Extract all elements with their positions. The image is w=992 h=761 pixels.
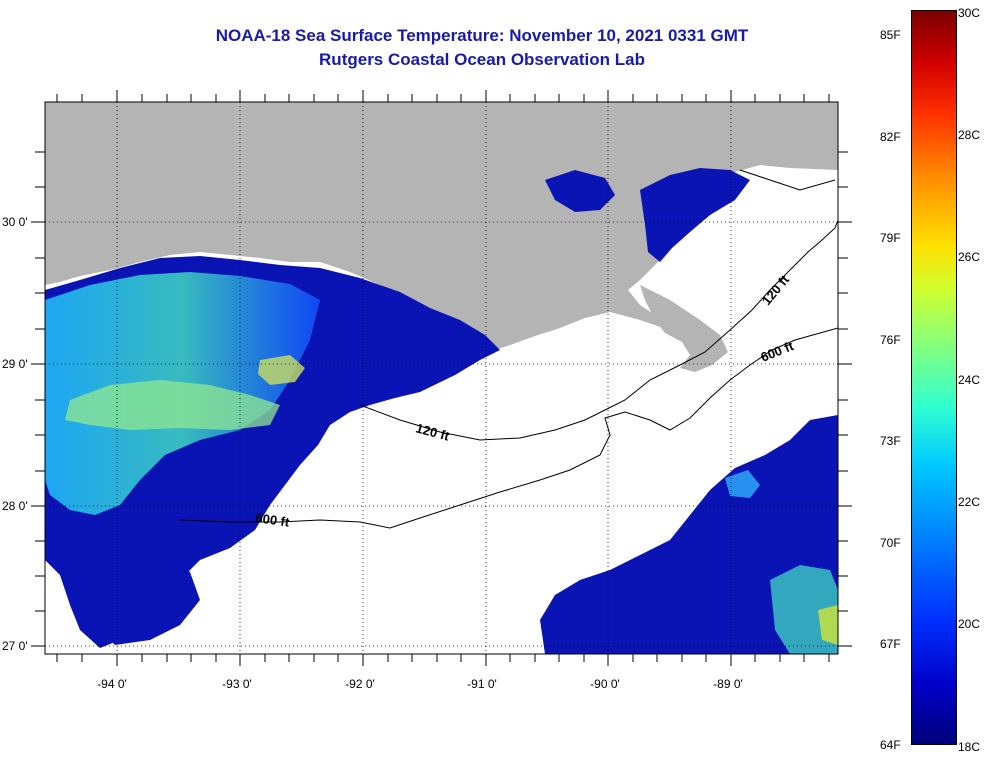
lat-label: 28 0' xyxy=(2,499,28,513)
colorbar-c-label: 26C xyxy=(958,250,981,264)
colorbar-c-label: 24C xyxy=(958,373,981,387)
lon-label: -91 0' xyxy=(467,677,497,691)
contour-600ft-west xyxy=(179,327,838,529)
contour-label: 600 ft xyxy=(255,510,291,530)
colorbar-f-label: 82F xyxy=(880,130,901,144)
colorbar-f-label: 64F xyxy=(880,738,901,752)
temperature-colorbar xyxy=(911,10,957,745)
map-title: NOAA-18 Sea Surface Temperature: Novembe… xyxy=(215,26,749,45)
mississippi-delta xyxy=(640,285,728,372)
colorbar-f-label: 70F xyxy=(880,536,901,550)
sst-southeast-hot xyxy=(818,605,838,645)
sst-warm-band xyxy=(65,380,280,430)
lat-label: 27 0' xyxy=(2,639,28,653)
colorbar-f-label: 67F xyxy=(880,637,901,651)
tick-marks xyxy=(31,90,852,666)
map-subtitle: Rutgers Coastal Ocean Observation Lab xyxy=(319,50,645,69)
colorbar-c-label: 20C xyxy=(958,617,981,631)
colorbar-c-label: 22C xyxy=(958,495,981,509)
colorbar-f-label: 85F xyxy=(880,28,901,42)
lon-label: -94 0' xyxy=(97,677,127,691)
sst-east-inlet xyxy=(545,170,615,212)
lon-label: -89 0' xyxy=(713,677,743,691)
sst-warm-patch xyxy=(258,355,305,385)
sst-southeast-cyan xyxy=(725,470,760,498)
colorbar-f-label: 79F xyxy=(880,231,901,245)
lon-label: -90 0' xyxy=(590,677,620,691)
lon-label: -92 0' xyxy=(345,677,375,691)
lat-label: 29 0' xyxy=(2,357,28,371)
sst-southeast xyxy=(540,415,838,654)
lon-label: -93 0' xyxy=(222,677,252,691)
coastline-delta xyxy=(739,169,836,191)
graticule xyxy=(45,102,838,654)
sst-east-coast xyxy=(640,168,750,262)
colorbar-c-label: 28C xyxy=(958,128,981,142)
contour-120ft-west xyxy=(359,219,838,441)
colorbar-f-label: 73F xyxy=(880,434,901,448)
colorbar-f-label: 76F xyxy=(880,333,901,347)
colorbar-c-label: 18C xyxy=(958,740,981,754)
map-frame xyxy=(44,101,839,655)
lat-label: 30 0' xyxy=(2,215,28,229)
colorbar-c-label: 30C xyxy=(958,6,981,20)
sst-south-cluster xyxy=(90,548,200,645)
land-mass xyxy=(45,102,838,362)
